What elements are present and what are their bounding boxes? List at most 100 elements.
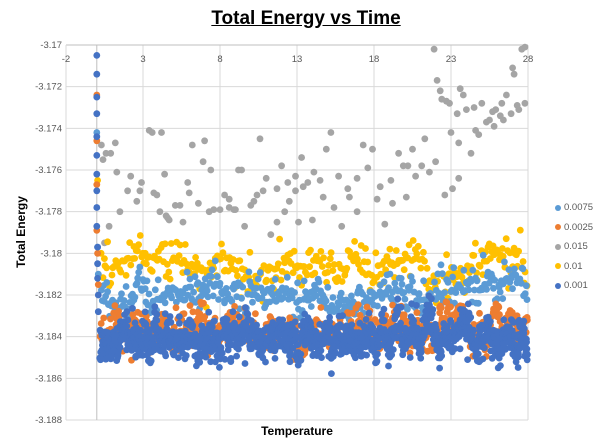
data-point xyxy=(97,356,104,364)
data-point xyxy=(208,266,216,274)
data-point xyxy=(329,294,337,301)
data-point xyxy=(239,283,247,291)
data-point xyxy=(276,235,283,243)
data-point xyxy=(216,206,224,214)
data-point xyxy=(176,241,184,249)
data-point xyxy=(497,362,504,369)
legend-item: 0.0075 xyxy=(555,198,593,218)
data-point xyxy=(433,77,441,84)
data-point xyxy=(473,277,481,285)
data-point xyxy=(490,122,498,130)
data-point xyxy=(402,193,410,201)
data-point xyxy=(294,279,301,287)
data-point xyxy=(465,286,473,294)
data-point xyxy=(143,277,151,285)
data-point xyxy=(420,277,427,285)
data-point xyxy=(521,290,529,297)
data-point xyxy=(479,355,487,363)
data-point xyxy=(455,139,463,147)
data-point xyxy=(470,326,477,334)
data-point xyxy=(317,248,325,255)
data-point xyxy=(212,358,219,366)
data-point xyxy=(298,154,305,161)
data-point xyxy=(227,358,235,365)
data-point xyxy=(469,266,477,274)
data-point xyxy=(398,280,406,288)
data-point xyxy=(415,290,423,297)
data-point xyxy=(328,370,335,377)
data-points xyxy=(93,43,531,377)
data-point xyxy=(400,266,408,274)
data-point xyxy=(417,264,425,272)
data-point xyxy=(446,99,453,107)
data-point xyxy=(449,273,456,281)
data-point xyxy=(394,295,402,303)
data-point xyxy=(496,288,504,296)
data-point xyxy=(351,238,358,245)
data-point xyxy=(93,222,101,230)
data-point xyxy=(93,93,101,101)
data-point xyxy=(93,187,101,195)
legend-item: 0.015 xyxy=(555,237,593,257)
data-point xyxy=(189,322,197,329)
data-point xyxy=(380,278,388,286)
y-tick-label: -3.182 xyxy=(35,290,62,301)
data-point xyxy=(218,240,225,248)
data-point xyxy=(499,253,507,260)
data-point xyxy=(225,204,233,211)
data-point xyxy=(268,284,276,291)
data-point xyxy=(108,271,116,279)
data-point xyxy=(476,309,483,317)
data-point xyxy=(385,362,392,370)
data-point xyxy=(214,273,221,281)
data-point xyxy=(395,149,402,157)
data-point xyxy=(385,284,392,292)
data-point xyxy=(185,189,193,197)
data-point xyxy=(303,271,311,279)
data-point xyxy=(478,99,486,107)
data-point xyxy=(124,187,131,195)
data-point xyxy=(449,185,456,193)
data-point xyxy=(186,302,194,309)
data-point xyxy=(325,262,332,269)
data-point xyxy=(113,168,121,176)
y-tick-label: -3.18 xyxy=(40,248,62,259)
data-point xyxy=(123,308,131,316)
data-point xyxy=(139,351,147,359)
data-point xyxy=(288,294,296,302)
data-point xyxy=(476,263,484,270)
data-point xyxy=(502,235,510,243)
data-point xyxy=(309,216,316,224)
data-point xyxy=(192,254,200,261)
data-point xyxy=(101,255,108,262)
data-point xyxy=(290,247,298,255)
data-point xyxy=(297,356,305,364)
data-point xyxy=(104,288,111,296)
data-point xyxy=(104,238,111,246)
data-point xyxy=(404,305,411,313)
data-point xyxy=(335,172,342,180)
data-point xyxy=(362,245,369,252)
data-point xyxy=(474,299,482,307)
data-point xyxy=(107,149,115,157)
data-point xyxy=(148,129,156,136)
data-point xyxy=(505,266,513,273)
data-point xyxy=(324,269,331,276)
data-point xyxy=(405,241,413,249)
data-point xyxy=(225,195,233,203)
data-point xyxy=(193,259,201,267)
data-point xyxy=(161,299,169,307)
data-point xyxy=(472,239,479,247)
data-point xyxy=(147,357,155,365)
data-point xyxy=(167,318,175,326)
data-point xyxy=(116,313,123,320)
data-point xyxy=(105,222,113,230)
data-point xyxy=(98,141,105,149)
x-tick-label: -2 xyxy=(62,54,70,65)
data-point xyxy=(479,251,487,259)
data-point xyxy=(211,317,218,325)
data-point xyxy=(187,283,195,291)
data-point xyxy=(322,145,330,153)
data-point xyxy=(195,199,202,207)
